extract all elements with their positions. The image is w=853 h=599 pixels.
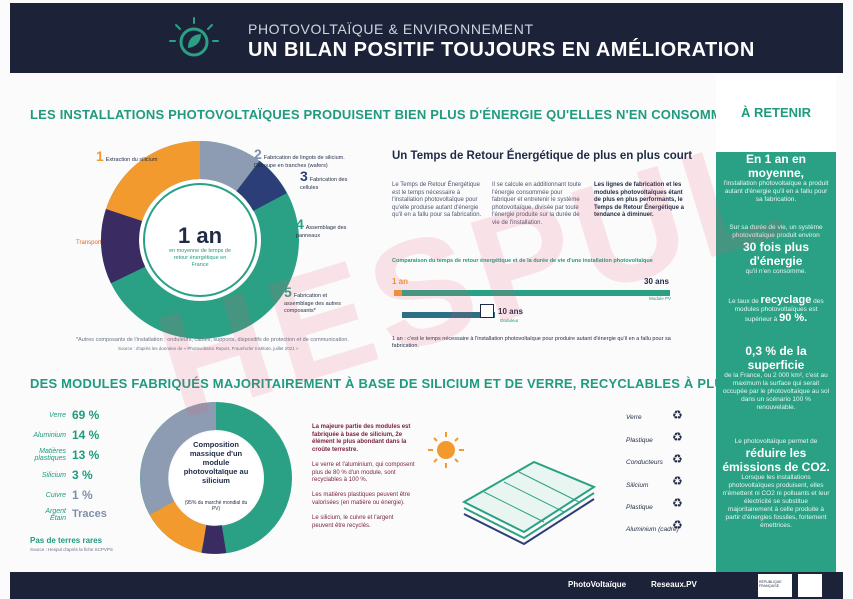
para-3: Les matières plastiques peuvent être val…: [312, 492, 411, 506]
donut-ring: [100, 141, 299, 339]
text-col-1: Le Temps de Retour Énergétique est le te…: [392, 182, 482, 218]
para-4: Le silicium, le cuivre et l'argent peuve…: [312, 515, 394, 529]
bar-10ans-sub: Onduleur: [500, 318, 519, 323]
panel-stack: [461, 460, 597, 546]
material-name: Silicium: [41, 472, 66, 479]
layer-label: Aluminium (cadre): [626, 526, 679, 533]
aside-title: À RETENIR: [716, 74, 836, 152]
material-name: Matières plastiques: [34, 448, 66, 462]
material-pct: 3 %: [72, 468, 93, 482]
layer-label: Silicium: [626, 482, 649, 489]
bar-30ans-sub: Module PV: [649, 296, 672, 301]
step-1: 1 Extraction du silicium: [96, 148, 158, 164]
rare-earths-note: Pas de terres rares: [30, 536, 103, 545]
footer-bar: PhotoVoltaïque Reseaux.PV RÉPUBLIQUE FRA…: [10, 572, 843, 599]
step-2: 2 Fabrication de lingots de silicium. Dé…: [254, 146, 345, 169]
donut-center-big: 1 an: [178, 223, 222, 248]
aside-block-5: Le photovoltaïque permet de réduire les …: [722, 438, 830, 529]
recycle-icon: ♻: [672, 496, 683, 510]
energy-cycle-donut: 1 an: [100, 141, 299, 339]
recycle-icons: ♻ ♻ ♻ ♻ ♻ ♻: [672, 408, 688, 540]
donut2-center-small: (95% du marché mondial du PV): [184, 500, 248, 512]
material-name: Aluminium: [33, 432, 66, 439]
recycle-icon: ♻: [672, 430, 683, 444]
bar-30ans: [402, 290, 670, 296]
text-col-3: Les lignes de fabrication et les modules…: [594, 182, 684, 218]
header-banner: PHOTOVOLTAÏQUE & ENVIRONNEMENT UN BILAN …: [10, 3, 843, 73]
rare-source: Source : Hespul d'après la fiche SCPVPS: [30, 547, 113, 552]
layer-label: Plastique: [626, 504, 653, 511]
para-1: La majeure partie des modules est fabriq…: [312, 424, 411, 453]
leaf-sun-logo-icon: [169, 17, 219, 57]
step-3: 3 Fabrication des cellules: [300, 168, 348, 191]
footnote: *Autres composants de l'installation : o…: [76, 337, 349, 343]
recycle-icon: ♻: [672, 474, 683, 488]
material-pct: Traces: [72, 508, 107, 520]
layer-label: Plastique: [626, 437, 653, 444]
aside-block-4: 0,3 % de la superficie de la France, ou …: [722, 344, 830, 411]
recycle-icon: ♻: [672, 408, 683, 422]
aside-block-3: Le taux de recyclage des modules photovo…: [728, 294, 824, 324]
composition-donut: [140, 402, 292, 554]
material-name: Argent Étain: [45, 508, 66, 522]
bar-30ans-label: 30 ans: [644, 277, 669, 286]
sun-icon: [428, 432, 464, 468]
material-pct: 69 %: [72, 408, 100, 422]
reseaux-pv-link[interactable]: Reseaux.PV: [651, 580, 697, 589]
material-pct: 1 %: [72, 488, 93, 502]
header-title: UN BILAN POSITIF TOUJOURS EN AMÉLIORATIO…: [248, 39, 755, 61]
partner-logo: [798, 574, 822, 597]
aside-block-1: En 1 an en moyenne, l'installation photo…: [723, 152, 829, 203]
material-pct: 13 %: [72, 448, 100, 462]
section2-heading: DES MODULES FABRIQUÉS MAJORITAIREMENT À …: [30, 376, 790, 391]
transport-label: Transport: [76, 240, 102, 246]
donut2-center: Composition massique d'un module photovo…: [183, 440, 249, 485]
aside-block-2: Sur sa durée de vie, un système photovol…: [729, 224, 823, 275]
recycle-icon: ♻: [672, 452, 683, 466]
step-5: 5 Fabrication et assemblage des autres c…: [284, 284, 341, 314]
recycle-icon: ♻: [672, 518, 683, 532]
donut-center-small: en moyenne de temps de retour énergétiqu…: [168, 248, 232, 268]
material-name: Cuivre: [45, 492, 66, 499]
module-layers-illustration: [428, 432, 597, 546]
republique-francaise-logo: RÉPUBLIQUE FRANÇAISE: [758, 574, 792, 597]
bar-10ans: [402, 312, 495, 318]
bar-1an: [394, 290, 402, 296]
comparison-title: Comparaison du temps de retour énergétiq…: [392, 258, 653, 264]
key-points-panel: À RETENIR En 1 an en moyenne, l'installa…: [716, 74, 836, 572]
step-4: 4 Assemblage des panneaux: [296, 216, 347, 239]
layer-label: Verre: [626, 414, 642, 421]
bar-1an-label: 1 an: [392, 277, 409, 286]
para-2: Le verre et l'aluminium, qui composent p…: [312, 462, 415, 483]
header-suptitle: PHOTOVOLTAÏQUE & ENVIRONNEMENT: [248, 21, 534, 37]
source-note: Source : d'après les données de « Photov…: [118, 346, 299, 351]
photovoltaique-link[interactable]: PhotoVoltaïque: [568, 580, 627, 589]
bar-note: 1 an : c'est le temps nécessaire à l'ins…: [392, 336, 671, 349]
text-col-2: Il se calcule en additionnant toute l'én…: [492, 182, 582, 226]
layer-label: Conducteurs: [626, 459, 663, 466]
bar-10ans-label: 10 ans: [498, 307, 523, 316]
section1-heading: LES INSTALLATIONS PHOTOVOLTAÏQUES PRODUI…: [30, 107, 749, 122]
subsection-title: Un Temps de Retour Énergétique de plus e…: [392, 150, 693, 162]
material-pct: 14 %: [72, 428, 100, 442]
inverter-icon: [480, 304, 494, 318]
material-name: Verre: [49, 412, 66, 419]
